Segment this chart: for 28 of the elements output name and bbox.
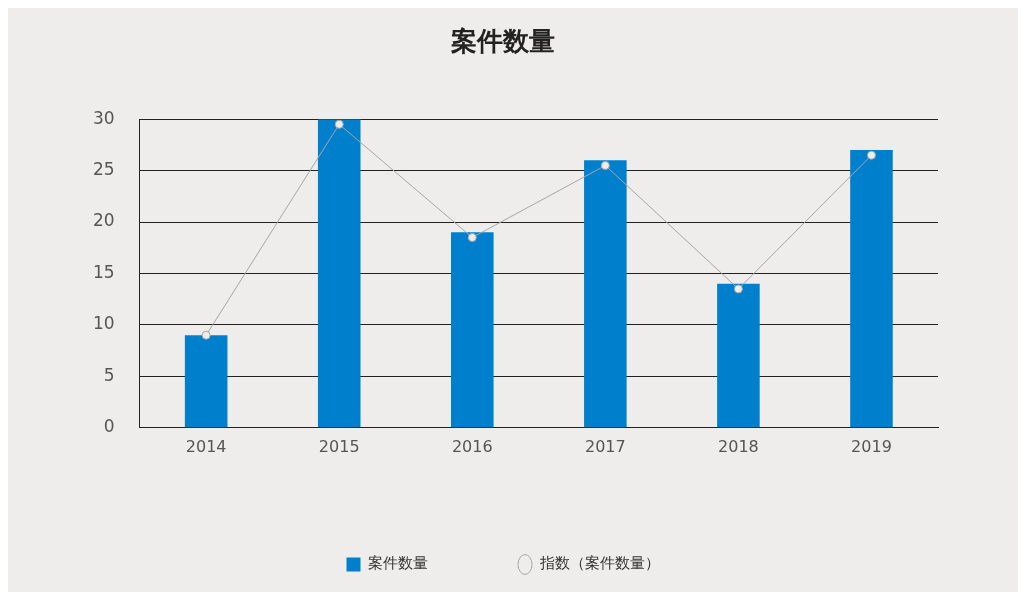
y-tick-label: 30 (92, 107, 115, 128)
bar (184, 335, 228, 428)
y-tick-label: 25 (92, 159, 115, 180)
x-tick-label: 2018 (718, 436, 759, 456)
x-tick-label: 2019 (851, 436, 892, 456)
bar (317, 119, 361, 428)
x-tick-label: 2016 (451, 436, 493, 456)
y-tick-label: 5 (103, 364, 115, 385)
point (334, 119, 344, 129)
bar (717, 283, 760, 428)
point (201, 330, 211, 340)
point (866, 150, 876, 160)
bar (584, 160, 627, 428)
point (600, 160, 610, 170)
x-tick-label: 2014 (185, 436, 227, 456)
legend-label: 指数（案件数量） (538, 554, 660, 573)
bar (451, 232, 494, 428)
point (467, 233, 477, 242)
chart-title: 案件数量 (450, 26, 555, 57)
y-tick-label: 10 (92, 313, 115, 334)
y-tick-label: 20 (92, 210, 115, 231)
point (733, 284, 743, 294)
legend-label: 案件数量 (368, 554, 428, 573)
y-tick-label: 0 (103, 416, 115, 437)
y-tick-label: 15 (92, 261, 115, 282)
bar (850, 150, 893, 428)
x-tick-label: 2015 (318, 436, 360, 456)
x-tick-label: 2017 (584, 436, 626, 456)
